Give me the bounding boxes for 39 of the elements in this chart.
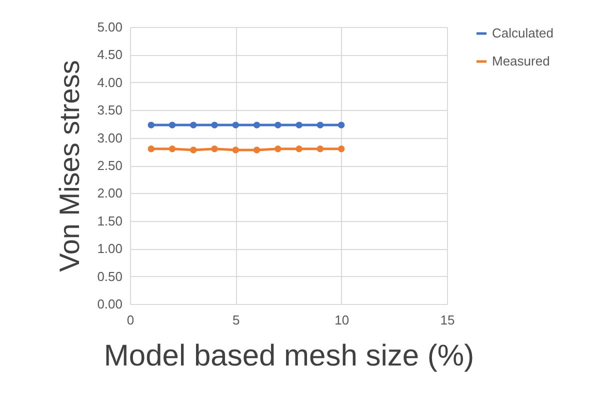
point — [316, 146, 324, 152]
x-tick-label: 15 — [440, 312, 455, 328]
y-tick-label: 3.00 — [97, 130, 122, 146]
point — [211, 122, 218, 128]
point — [338, 122, 345, 128]
y-axis-title: Von Mises stress — [54, 60, 86, 272]
point — [274, 122, 282, 128]
point — [148, 146, 154, 152]
point — [274, 146, 282, 152]
y-tick-label: 1.00 — [97, 241, 122, 256]
point — [232, 122, 240, 128]
point — [168, 146, 176, 152]
y-tick-label: 0.00 — [97, 296, 122, 312]
x-tick-label: 5 — [232, 312, 240, 328]
x-tick-label: 0 — [126, 312, 134, 328]
y-tick-label: 2.50 — [97, 158, 122, 173]
y-tick-label: 5.00 — [97, 20, 122, 34]
y-tick-label: 3.50 — [97, 102, 122, 118]
point — [190, 122, 197, 128]
point — [296, 146, 302, 152]
point — [253, 146, 260, 154]
point — [253, 122, 260, 128]
point — [190, 146, 197, 154]
y-tick-label: 0.50 — [97, 268, 122, 284]
point — [338, 146, 345, 152]
legend-label: Measured — [492, 54, 550, 68]
point — [211, 146, 218, 152]
y-tick-label: 4.50 — [97, 47, 122, 62]
legend-label: Calculated — [492, 26, 554, 40]
point — [232, 146, 240, 154]
point — [296, 122, 302, 128]
point — [168, 122, 176, 128]
point — [316, 122, 324, 128]
x-tick-label: 10 — [334, 312, 350, 328]
y-tick-label: 4.00 — [97, 74, 122, 90]
point — [148, 122, 154, 128]
y-tick-label: 1.50 — [97, 213, 122, 228]
x-axis-title: Model based mesh size (%) — [104, 340, 474, 372]
y-tick-label: 2.00 — [97, 186, 122, 201]
